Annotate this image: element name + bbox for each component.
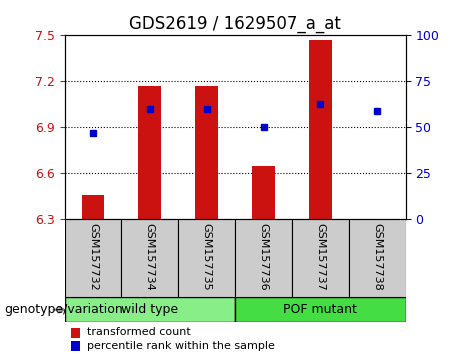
Bar: [349, 219, 406, 297]
Text: transformed count: transformed count: [87, 327, 190, 337]
Bar: [65, 219, 121, 297]
Bar: [138, 86, 161, 219]
Text: wild type: wild type: [121, 303, 178, 316]
Bar: [82, 195, 104, 219]
Title: GDS2619 / 1629507_a_at: GDS2619 / 1629507_a_at: [129, 15, 341, 33]
Bar: [235, 219, 292, 297]
Bar: [195, 86, 218, 219]
Bar: [252, 166, 275, 219]
Text: GSM157736: GSM157736: [259, 223, 269, 291]
Bar: [65, 297, 235, 322]
Text: GSM157738: GSM157738: [372, 223, 382, 291]
Text: GSM157732: GSM157732: [88, 223, 98, 291]
Bar: [121, 219, 178, 297]
Bar: [292, 219, 349, 297]
Bar: [178, 219, 235, 297]
Bar: [71, 328, 80, 338]
Text: genotype/variation: genotype/variation: [5, 303, 124, 316]
Bar: [309, 40, 332, 219]
Text: percentile rank within the sample: percentile rank within the sample: [87, 341, 275, 350]
Bar: [235, 297, 406, 322]
Text: GSM157735: GSM157735: [201, 223, 212, 291]
Text: POF mutant: POF mutant: [284, 303, 357, 316]
Text: GSM157737: GSM157737: [315, 223, 325, 291]
Bar: [71, 341, 80, 351]
Text: GSM157734: GSM157734: [145, 223, 155, 291]
